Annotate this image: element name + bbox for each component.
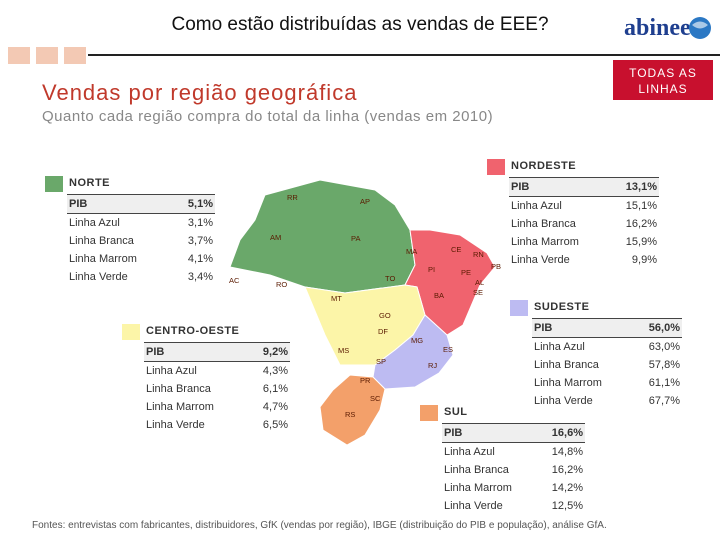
section-title: Vendas por região geográfica <box>42 80 358 105</box>
region-sul-swatch <box>420 405 438 421</box>
table-row: Linha Marrom 4,1% <box>69 253 213 265</box>
svg-text:PA: PA <box>351 234 360 243</box>
table-row: Linha Marrom 14,2% <box>444 482 583 494</box>
region-table: PIB 13,1% Linha Azul 15,1% Linha Branca 16,… <box>509 177 659 269</box>
table-row: PIB 9,2% <box>144 343 290 362</box>
logo-text: abinee <box>624 15 691 41</box>
region-centro-oeste-panel: CENTRO-OESTE PIB 9,2% Linha Azul 4,3% Linh… <box>122 324 290 434</box>
svg-text:SE: SE <box>473 288 483 297</box>
region-nordeste-panel: NORDESTE PIB 13,1% Linha Azul 15,1% Linha … <box>487 159 659 269</box>
region-norte-swatch <box>45 176 63 192</box>
svg-text:PE: PE <box>461 268 471 277</box>
region-centro-oeste-swatch <box>122 324 140 340</box>
svg-text:MT: MT <box>331 294 342 303</box>
region-table: PIB 56,0% Linha Azul 63,0% Linha Branca 57,… <box>532 318 682 410</box>
region-norte-panel: NORTE PIB 5,1% Linha Azul 3,1% Linha Branc… <box>45 176 215 286</box>
table-row: Linha Azul 3,1% <box>69 217 213 229</box>
page-title: Como estão distribuídas as vendas de EEE… <box>171 14 549 35</box>
svg-text:AL: AL <box>475 278 484 287</box>
svg-text:RR: RR <box>287 193 298 202</box>
region-table: PIB 9,2% Linha Azul 4,3% Linha Branca 6,1% … <box>144 342 290 434</box>
table-row: PIB 16,6% <box>442 424 585 443</box>
region-sul-panel: SUL PIB 16,6% Linha Azul 14,8% Linha Branc… <box>420 405 585 515</box>
svg-text:AP: AP <box>360 197 370 206</box>
svg-text:MS: MS <box>338 346 349 355</box>
svg-text:RO: RO <box>276 280 287 289</box>
table-row: Linha Azul 63,0% <box>534 341 680 353</box>
deco-square <box>8 47 30 64</box>
table-row: Linha Branca 6,1% <box>146 383 288 395</box>
deco-square <box>64 47 86 64</box>
state-labels: RR AP AM PA MA CE RN PB PI PE AL SE TO B… <box>229 193 501 419</box>
source-footnote: Fontes: entrevistas com fabricantes, dis… <box>32 520 607 531</box>
region-name: SUL <box>444 406 468 418</box>
region-name: NORDESTE <box>511 160 577 172</box>
table-row: PIB 5,1% <box>67 195 215 214</box>
table-row: Linha Azul 4,3% <box>146 365 288 377</box>
header-divider <box>88 54 720 56</box>
region-table: PIB 16,6% Linha Azul 14,8% Linha Branca 16,… <box>442 423 585 515</box>
svg-text:MG: MG <box>411 336 423 345</box>
region-table: PIB 5,1% Linha Azul 3,1% Linha Branca 3,7% … <box>67 194 215 286</box>
table-row: Linha Marrom 15,9% <box>511 236 657 248</box>
table-row: Linha Azul 14,8% <box>444 446 583 458</box>
region-name: SUDESTE <box>534 301 590 313</box>
svg-text:RS: RS <box>345 410 355 419</box>
table-row: PIB 56,0% <box>532 319 682 338</box>
svg-text:SC: SC <box>370 394 381 403</box>
svg-text:TO: TO <box>385 274 395 283</box>
table-row: Linha Branca 3,7% <box>69 235 213 247</box>
svg-text:SP: SP <box>376 357 386 366</box>
brazil-map: RR AP AM PA MA CE RN PB PI PE AL SE TO B… <box>229 179 501 446</box>
svg-text:AM: AM <box>270 233 281 242</box>
table-row: Linha Branca 16,2% <box>511 218 657 230</box>
svg-text:DF: DF <box>378 327 388 336</box>
svg-text:GO: GO <box>379 311 391 320</box>
table-row: Linha Branca 16,2% <box>444 464 583 476</box>
svg-text:PB: PB <box>491 262 501 271</box>
svg-text:AC: AC <box>229 276 240 285</box>
region-sudeste-panel: SUDESTE PIB 56,0% Linha Azul 63,0% Linha B… <box>510 300 682 410</box>
table-row: Linha Marrom 61,1% <box>534 377 680 389</box>
svg-text:PR: PR <box>360 376 371 385</box>
table-row: Linha Verde 3,4% <box>69 271 213 283</box>
region-sul-shape <box>319 374 386 446</box>
region-sudeste-swatch <box>510 300 528 316</box>
svg-text:CE: CE <box>451 245 461 254</box>
svg-text:RJ: RJ <box>428 361 437 370</box>
table-row: Linha Marrom 4,7% <box>146 401 288 413</box>
table-row: Linha Branca 57,8% <box>534 359 680 371</box>
table-row: Linha Verde 12,5% <box>444 500 583 512</box>
table-row: Linha Azul 15,1% <box>511 200 657 212</box>
svg-text:MA: MA <box>406 247 417 256</box>
category-badge: TODAS AS LINHAS <box>613 60 713 100</box>
table-row: Linha Verde 67,7% <box>534 395 680 407</box>
region-name: CENTRO-OESTE <box>146 325 240 337</box>
region-nordeste-swatch <box>487 159 505 175</box>
svg-text:ES: ES <box>443 345 453 354</box>
table-row: Linha Verde 6,5% <box>146 419 288 431</box>
region-name: NORTE <box>69 177 110 189</box>
svg-text:RN: RN <box>473 250 484 259</box>
svg-text:PI: PI <box>428 265 435 274</box>
section-subtitle: Quanto cada região compra do total da li… <box>42 108 494 125</box>
deco-square <box>36 47 58 64</box>
table-row: PIB 13,1% <box>509 178 659 197</box>
svg-text:BA: BA <box>434 291 444 300</box>
abinee-logo: abinee <box>620 8 715 46</box>
table-row: Linha Verde 9,9% <box>511 254 657 266</box>
